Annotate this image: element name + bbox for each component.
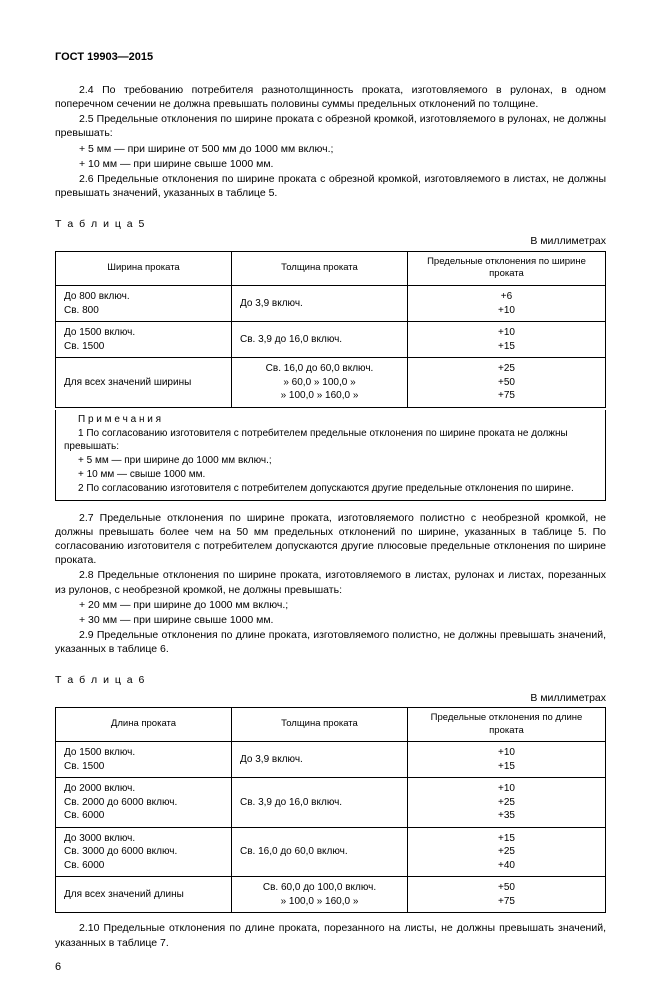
t6-r2c1: До 2000 включ. Св. 2000 до 6000 включ. С…	[56, 778, 232, 828]
cell-text: Св. 6000	[64, 859, 223, 873]
cell-text: +50	[416, 376, 597, 390]
t5-h3: Предельные отклонения по ширине проката	[408, 251, 606, 286]
t6-h3: Предельные отклонения по длине проката	[408, 707, 606, 742]
note-1: 1 По согласованию изготовителя с потреби…	[64, 427, 597, 453]
para-2-4: 2.4 По требованию потребителя разнотолщи…	[55, 83, 606, 111]
cell-text: +25	[416, 845, 597, 859]
t6-h2: Толщина проката	[232, 707, 408, 742]
cell-text: +40	[416, 859, 597, 873]
t5-r1c3: +6 +10	[408, 286, 606, 322]
para-2-5b: + 10 мм — при ширине свыше 1000 мм.	[55, 157, 606, 171]
cell-text: +15	[416, 340, 597, 354]
cell-text: +35	[416, 809, 597, 823]
cell-text: До 1500 включ.	[64, 326, 223, 340]
notes-label: П р и м е ч а н и я	[64, 413, 597, 426]
cell-text: До 800 включ.	[64, 290, 223, 304]
cell-text: » 60,0 » 100,0 »	[240, 376, 399, 390]
t5-r2c2: Св. 3,9 до 16,0 включ.	[232, 322, 408, 358]
t6-r3c3: +15 +25 +40	[408, 827, 606, 877]
cell-text: +6	[416, 290, 597, 304]
cell-text: +25	[416, 796, 597, 810]
cell-text: +10	[416, 326, 597, 340]
t6-r2c3: +10 +25 +35	[408, 778, 606, 828]
cell-text: Св. 6000	[64, 809, 223, 823]
t5-r3c2: Св. 16,0 до 60,0 включ. » 60,0 » 100,0 »…	[232, 358, 408, 408]
cell-text: +25	[416, 362, 597, 376]
table-5-units: В миллиметрах	[55, 234, 606, 248]
note-2: 2 По согласованию изготовителя с потреби…	[64, 482, 597, 495]
table-6-units: В миллиметрах	[55, 691, 606, 705]
cell-text: Св. 16,0 до 60,0 включ.	[240, 362, 399, 376]
para-2-5: 2.5 Предельные отклонения по ширине прок…	[55, 112, 606, 140]
para-2-5a: + 5 мм — при ширине от 500 мм до 1000 мм…	[55, 142, 606, 156]
cell-text: +10	[416, 746, 597, 760]
cell-text: +75	[416, 895, 597, 909]
cell-text: » 100,0 » 160,0 »	[240, 389, 399, 403]
t5-r2c3: +10 +15	[408, 322, 606, 358]
cell-text: +15	[416, 760, 597, 774]
t6-r2c2: Св. 3,9 до 16,0 включ.	[232, 778, 408, 828]
table-5-label: Т а б л и ц а 5	[55, 217, 606, 231]
t5-r1c2: До 3,9 включ.	[232, 286, 408, 322]
t6-r1c2: До 3,9 включ.	[232, 742, 408, 778]
cell-text: Св. 800	[64, 304, 223, 318]
cell-text: До 3000 включ.	[64, 832, 223, 846]
t6-r3c1: До 3000 включ. Св. 3000 до 6000 включ. С…	[56, 827, 232, 877]
t5-h2: Толщина проката	[232, 251, 408, 286]
page-number: 6	[55, 960, 606, 975]
t6-r4c2: Св. 60,0 до 100,0 включ. » 100,0 » 160,0…	[232, 877, 408, 913]
cell-text: +10	[416, 782, 597, 796]
t6-r3c2: Св. 16,0 до 60,0 включ.	[232, 827, 408, 877]
cell-text: +15	[416, 832, 597, 846]
t6-r1c1: До 1500 включ. Св. 1500	[56, 742, 232, 778]
para-2-8: 2.8 Предельные отклонения по ширине прок…	[55, 568, 606, 596]
table-6: Длина проката Толщина проката Предельные…	[55, 707, 606, 914]
table-5-notes: П р и м е ч а н и я 1 По согласованию из…	[55, 410, 606, 501]
t5-r3c1: Для всех значений ширины	[56, 358, 232, 408]
cell-text: Св. 60,0 до 100,0 включ.	[240, 881, 399, 895]
document-header: ГОСТ 19903—2015	[55, 50, 606, 65]
table-6-label: Т а б л и ц а 6	[55, 673, 606, 687]
t6-r4c1: Для всех значений длины	[56, 877, 232, 913]
t6-h1: Длина проката	[56, 707, 232, 742]
para-2-10: 2.10 Предельные отклонения по длине прок…	[55, 921, 606, 949]
cell-text: +50	[416, 881, 597, 895]
cell-text: » 100,0 » 160,0 »	[240, 895, 399, 909]
para-2-9: 2.9 Предельные отклонения по длине прока…	[55, 628, 606, 656]
cell-text: Св. 2000 до 6000 включ.	[64, 796, 223, 810]
note-1a: + 5 мм — при ширине до 1000 мм включ.;	[64, 454, 597, 467]
t5-r2c1: До 1500 включ. Св. 1500	[56, 322, 232, 358]
para-2-6: 2.6 Предельные отклонения по ширине прок…	[55, 172, 606, 200]
cell-text: Св. 1500	[64, 340, 223, 354]
t5-r3c3: +25 +50 +75	[408, 358, 606, 408]
t6-r4c3: +50 +75	[408, 877, 606, 913]
t5-r1c1: До 800 включ. Св. 800	[56, 286, 232, 322]
t6-r1c3: +10 +15	[408, 742, 606, 778]
cell-text: До 2000 включ.	[64, 782, 223, 796]
t5-h1: Ширина проката	[56, 251, 232, 286]
cell-text: +10	[416, 304, 597, 318]
para-2-7: 2.7 Предельные отклонения по ширине прок…	[55, 511, 606, 568]
table-5: Ширина проката Толщина проката Предельны…	[55, 251, 606, 408]
cell-text: До 1500 включ.	[64, 746, 223, 760]
para-2-8a: + 20 мм — при ширине до 1000 мм включ.;	[55, 598, 606, 612]
cell-text: +75	[416, 389, 597, 403]
cell-text: Св. 3000 до 6000 включ.	[64, 845, 223, 859]
cell-text: Св. 1500	[64, 760, 223, 774]
note-1b: + 10 мм — свыше 1000 мм.	[64, 468, 597, 481]
para-2-8b: + 30 мм — при ширине свыше 1000 мм.	[55, 613, 606, 627]
